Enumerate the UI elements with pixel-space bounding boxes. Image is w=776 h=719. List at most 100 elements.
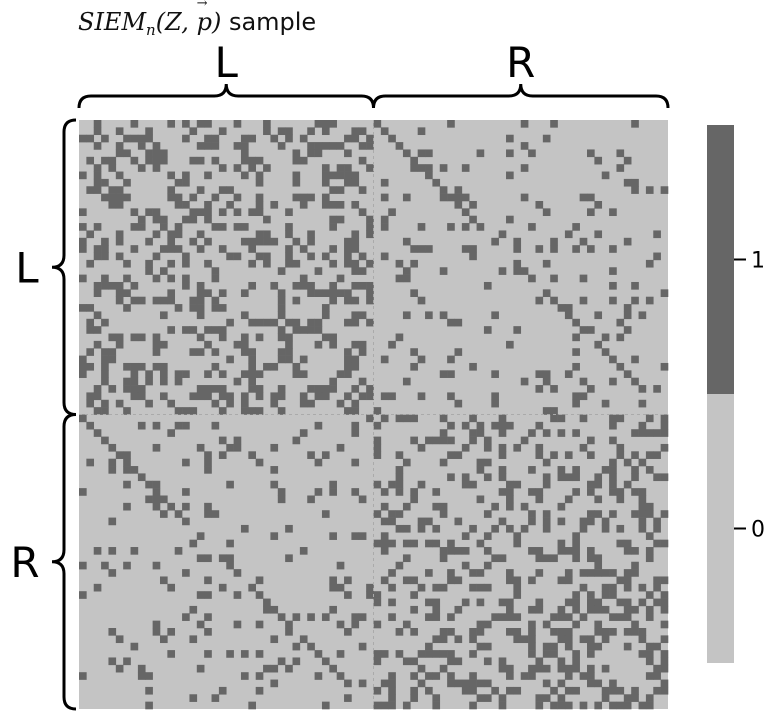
heatmap-cell — [130, 377, 139, 386]
heatmap-cell — [520, 193, 529, 202]
heatmap-cell — [204, 650, 212, 658]
heatmap-cell — [461, 686, 470, 695]
heatmap-cell — [623, 569, 632, 577]
heatmap-cell — [358, 127, 367, 136]
heatmap-cell — [587, 510, 595, 518]
heatmap-cell — [196, 443, 205, 452]
heatmap-cell — [461, 561, 470, 570]
heatmap-cell — [631, 628, 639, 636]
heatmap-cell — [609, 208, 617, 217]
heatmap-cell — [660, 429, 669, 437]
heatmap-cell — [358, 267, 367, 275]
heatmap-cell — [336, 200, 345, 209]
heatmap-cell — [226, 480, 234, 489]
heatmap-cell — [196, 591, 205, 599]
heatmap-cell — [255, 650, 264, 658]
heatmap-cell — [631, 473, 639, 482]
heatmap-cell — [292, 149, 301, 158]
heatmap-cell — [616, 495, 625, 504]
heatmap-cell — [137, 385, 146, 393]
heatmap-cell — [645, 672, 654, 680]
heatmap-cell — [439, 458, 448, 467]
heatmap-cell — [395, 414, 404, 423]
heatmap-cell — [285, 628, 293, 636]
heatmap-cell — [351, 134, 360, 143]
heatmap-cell — [130, 281, 139, 290]
heatmap-cell — [211, 304, 220, 312]
heatmap-cell — [454, 451, 463, 459]
heatmap-cell — [491, 370, 499, 378]
heatmap-cell — [145, 701, 153, 710]
heatmap-cell — [351, 429, 360, 437]
heatmap-cell — [248, 583, 256, 592]
heatmap-cell — [204, 340, 212, 349]
heatmap-cell — [638, 495, 647, 504]
heatmap-cell — [130, 223, 139, 231]
heatmap-cell — [152, 348, 161, 356]
heatmap-cell — [218, 554, 227, 563]
heatmap-cell — [402, 311, 411, 320]
heatmap-cell — [660, 598, 669, 607]
heatmap-cell — [645, 296, 654, 305]
heatmap-cell — [321, 289, 330, 297]
heatmap-cell — [476, 223, 485, 231]
heatmap-cell — [248, 259, 256, 268]
heatmap-cell — [425, 436, 433, 445]
heatmap-cell — [425, 539, 433, 548]
heatmap-cell — [159, 370, 168, 378]
heatmap-cell — [616, 149, 625, 158]
heatmap-cell — [93, 142, 102, 150]
heatmap-cell — [498, 664, 507, 673]
heatmap-cell — [564, 569, 573, 577]
heatmap-cell — [410, 694, 418, 702]
heatmap-cell — [218, 333, 227, 342]
heatmap-cell — [270, 480, 279, 489]
heatmap-cell — [653, 517, 661, 526]
heatmap-cell — [189, 156, 198, 165]
heatmap-cell — [564, 576, 573, 585]
heatmap-cell — [115, 252, 124, 261]
heatmap-cell — [594, 480, 603, 489]
heatmap-cell — [564, 642, 573, 651]
heatmap-cell — [233, 252, 242, 261]
heatmap-cell — [483, 473, 492, 482]
heatmap-cell — [366, 583, 374, 592]
heatmap-cell — [358, 392, 367, 401]
heatmap-cell — [447, 539, 455, 548]
heatmap-cell — [248, 385, 256, 393]
heatmap-cell — [263, 127, 271, 136]
heatmap-cell — [108, 569, 117, 577]
heatmap-cell — [513, 259, 522, 268]
heatmap-cell — [79, 134, 87, 143]
heatmap-cell — [461, 223, 470, 231]
heatmap-cell — [388, 598, 396, 607]
heatmap-cell — [535, 701, 544, 710]
heatmap-cell — [373, 510, 382, 518]
heatmap-cell — [299, 274, 308, 283]
heatmap-cell — [623, 642, 632, 651]
heatmap-cell — [145, 267, 153, 275]
heatmap-cell — [483, 583, 492, 592]
heatmap-cell — [86, 421, 95, 430]
heatmap-cell — [579, 583, 588, 592]
heatmap-cell — [86, 392, 95, 401]
heatmap-cell — [550, 120, 558, 128]
heatmap-cell — [329, 245, 337, 253]
heatmap-cell — [380, 178, 389, 187]
heatmap-cell — [380, 488, 389, 496]
heatmap-cell — [513, 583, 522, 592]
heatmap-cell — [454, 318, 463, 327]
heatmap-cell — [483, 532, 492, 540]
heatmap-cell — [307, 613, 315, 621]
heatmap-cell — [432, 605, 441, 614]
heatmap-cell — [447, 421, 455, 430]
heatmap-cell — [469, 701, 477, 710]
heatmap-cell — [587, 208, 595, 217]
heatmap-cell — [380, 547, 389, 555]
heatmap-cell — [380, 650, 389, 658]
heatmap-cell — [137, 134, 146, 143]
heatmap-cell — [447, 576, 455, 585]
heatmap-cell — [535, 554, 544, 563]
heatmap-cell — [417, 517, 426, 526]
heatmap-cell — [609, 480, 617, 489]
